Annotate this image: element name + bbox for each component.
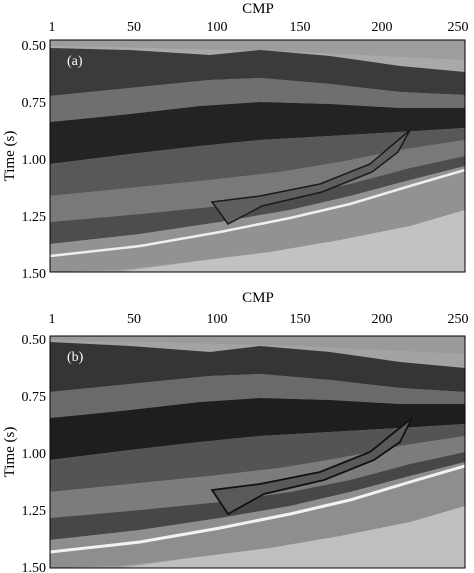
x-tick-label: 250 xyxy=(448,312,469,327)
layer-band xyxy=(50,342,465,392)
seismic-image-b xyxy=(50,336,465,568)
layer-band xyxy=(50,128,465,196)
x-tick-label: 100 xyxy=(207,312,228,327)
y-tick-label: 1.00 xyxy=(22,153,47,168)
layer-band xyxy=(50,452,465,540)
layer-band xyxy=(50,374,465,418)
channel-body xyxy=(215,203,228,223)
x-tick-label: 100 xyxy=(207,20,228,35)
bright-reflector xyxy=(50,168,465,258)
layer-band xyxy=(50,48,465,96)
layer-band xyxy=(50,424,465,492)
x-ticks-a: 1 50 100 150 200 250 xyxy=(49,20,469,35)
x-tick-label: 50 xyxy=(127,20,141,35)
layer-band xyxy=(50,102,465,164)
layer-band xyxy=(50,140,465,222)
x-ticks-b: 1 50 100 150 200 250 xyxy=(49,312,469,327)
y-tick-label: 1.50 xyxy=(22,267,47,282)
y-tick-label: 0.50 xyxy=(22,39,47,54)
y-tick-label: 0.75 xyxy=(22,390,47,405)
y-ticks-a: 0.50 0.75 1.00 1.25 1.50 xyxy=(22,39,47,282)
layer-band xyxy=(50,40,465,60)
panel-b: CMP 1 50 100 150 200 250 Time (s) 0.50 0… xyxy=(2,290,469,573)
layer-band xyxy=(120,210,465,272)
x-axis-title-a: CMP xyxy=(242,1,274,17)
layer-band xyxy=(120,506,465,568)
x-tick-label: 50 xyxy=(127,312,141,327)
panel-label-a: (a) xyxy=(67,54,83,69)
y-tick-label: 0.75 xyxy=(22,96,47,111)
x-tick-label: 1 xyxy=(49,20,56,35)
panel-label-b: (b) xyxy=(67,350,84,365)
x-tick-label: 200 xyxy=(372,20,393,35)
plot-frame-a xyxy=(49,39,466,273)
x-tick-label: 150 xyxy=(290,312,311,327)
bright-reflector xyxy=(50,464,465,554)
layer-band xyxy=(50,462,465,568)
x-tick-label: 250 xyxy=(448,20,469,35)
y-tick-label: 1.00 xyxy=(22,447,47,462)
y-tick-label: 1.50 xyxy=(22,561,47,573)
plot-frame-b xyxy=(49,335,466,569)
layer-band xyxy=(50,166,465,272)
x-tick-label: 150 xyxy=(290,20,311,35)
seismic-image-a xyxy=(50,40,465,272)
layer-band xyxy=(50,336,465,354)
x-tick-label: 200 xyxy=(372,312,393,327)
y-tick-label: 0.50 xyxy=(22,333,47,348)
panel-a: CMP 1 50 100 150 200 250 Time (s) 0.50 0… xyxy=(2,1,469,282)
channel-body xyxy=(210,129,411,225)
y-ticks-b: 0.50 0.75 1.00 1.25 1.50 xyxy=(22,333,47,573)
y-axis-title-b: Time (s) xyxy=(2,427,18,478)
y-tick-label: 1.25 xyxy=(22,210,47,225)
y-axis-title-a: Time (s) xyxy=(2,131,18,182)
x-tick-label: 1 xyxy=(49,312,56,327)
x-axis-title-b: CMP xyxy=(242,290,274,306)
layer-band xyxy=(50,156,465,244)
y-tick-label: 1.25 xyxy=(22,504,47,519)
channel-body xyxy=(215,491,228,513)
layer-band xyxy=(50,398,465,460)
channel-body xyxy=(210,417,413,516)
layer-band xyxy=(50,78,465,122)
